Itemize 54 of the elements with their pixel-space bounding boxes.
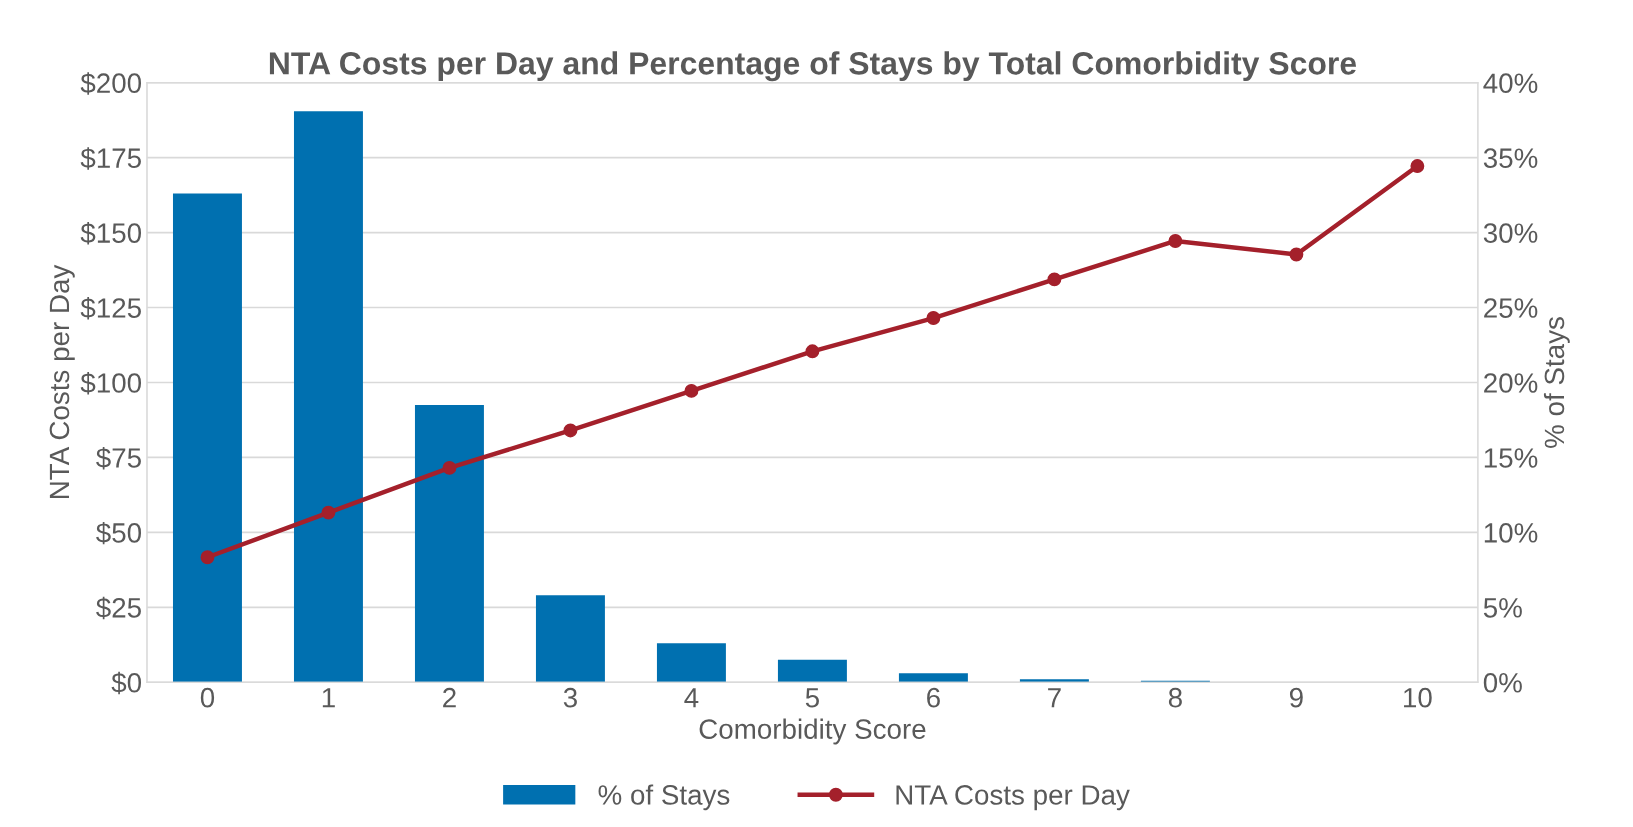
bar xyxy=(535,595,605,683)
y2-tick-label: 35% xyxy=(1483,148,1538,168)
x-tick-label: 2 xyxy=(443,687,456,708)
y2-tick-label: 0% xyxy=(1483,672,1522,693)
y-tick-label: $25 xyxy=(96,596,141,620)
x-tick-label: 3 xyxy=(563,687,577,708)
point xyxy=(442,460,457,475)
y2-axis-title: % of Stays xyxy=(1543,317,1570,448)
x-tick-label: 8 xyxy=(1168,687,1182,708)
bar xyxy=(293,111,363,683)
bar xyxy=(414,404,484,683)
x-tick-label: 1 xyxy=(322,688,335,708)
x-tick-label: 4 xyxy=(684,688,699,708)
y-tick-label: $50 xyxy=(96,521,142,545)
x-tick-label: 0 xyxy=(200,687,215,708)
y2-tick-label: 20% xyxy=(1484,373,1538,393)
point xyxy=(926,311,941,325)
y2-tick-label: 30% xyxy=(1483,223,1538,243)
point xyxy=(1168,234,1183,248)
point xyxy=(321,505,336,520)
y2-tick-label: 10% xyxy=(1484,523,1538,543)
point xyxy=(1289,247,1304,262)
point xyxy=(684,383,699,398)
point xyxy=(200,550,215,565)
y2-tick-label: 5% xyxy=(1483,598,1522,618)
legend-label: NTA Costs per Day xyxy=(896,785,1130,811)
bar xyxy=(172,193,242,683)
y-tick-label: $0 xyxy=(111,671,142,695)
x-tick-label: 10 xyxy=(1404,687,1432,708)
x-tick-label: 9 xyxy=(1289,687,1303,708)
bar xyxy=(898,673,968,683)
bar xyxy=(1019,679,1089,683)
y2-tick-label: 15% xyxy=(1484,448,1538,468)
y-tick-label: $100 xyxy=(80,371,142,395)
y-tick-label: $125 xyxy=(80,297,141,320)
bar xyxy=(656,643,726,683)
chart-title: NTA Costs per Day and Percentage of Stays by Total Comorbidity Score xyxy=(269,51,1357,82)
x-axis-title: Comorbidity Score xyxy=(699,718,926,745)
point xyxy=(805,344,820,359)
y2-tick-label: 40% xyxy=(1483,73,1538,94)
point xyxy=(563,423,578,438)
y2-tick-label: 25% xyxy=(1484,298,1538,318)
y-tick-label: $175 xyxy=(80,147,141,170)
x-tick-label: 5 xyxy=(805,688,819,708)
y-tick-label: $75 xyxy=(96,446,141,470)
point xyxy=(1410,159,1425,173)
y-tick-label: $150 xyxy=(80,222,142,245)
y-axis-title: NTA Costs per Day xyxy=(49,264,75,499)
legend-label: % of Stays xyxy=(598,784,730,811)
x-tick-label: 7 xyxy=(1048,688,1061,708)
point xyxy=(1047,272,1062,287)
x-tick-label: 6 xyxy=(927,687,940,708)
y-tick-label: $200 xyxy=(80,72,142,95)
bar xyxy=(777,659,847,683)
